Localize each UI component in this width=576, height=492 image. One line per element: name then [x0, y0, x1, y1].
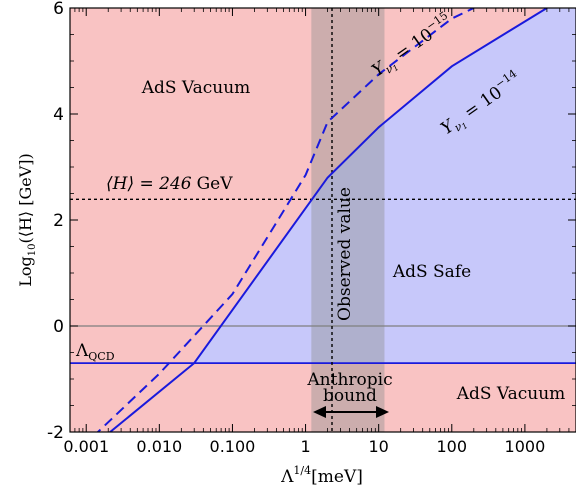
anthropic-band: [311, 8, 385, 432]
x-tick-label: 0.010: [136, 437, 182, 456]
observed-value-label: Observed value: [335, 187, 355, 321]
y-tick-label: 2: [53, 211, 64, 231]
ads-safe-region: [194, 8, 576, 364]
x-tick-label: 1: [300, 437, 310, 456]
ads-vacuum-top-label: AdS Vacuum: [141, 78, 251, 98]
ads-vacuum-bottom-label: AdS Vacuum: [456, 384, 566, 404]
y15-nu1: 1: [391, 63, 400, 73]
ticks: 0.001 0.010 0.100 1 10 100 1000 -2 0 2 4 6: [47, 0, 576, 456]
series-y14-line: [108, 8, 548, 432]
y-tick-label: 6: [53, 0, 64, 19]
x-axis-label-sup: 1/4: [293, 464, 311, 477]
lambda-qcd-label: ΛQCD: [75, 341, 115, 363]
x-tick-label: 0.001: [63, 437, 109, 456]
x-axis-label-pre: Λ: [280, 467, 294, 487]
y-axis-label-post: (⟨H⟩ [GeV]): [16, 153, 35, 243]
anthropic-arrow: [313, 406, 389, 418]
x-tick-label: 0.100: [210, 437, 256, 456]
ads-safe-label: AdS Safe: [392, 262, 471, 282]
y-axis-label: Log10(⟨H⟩ [GeV]): [16, 153, 38, 287]
higgs-vev-label: ⟨H⟩ = 246 GeV: [106, 174, 233, 194]
x-tick-label: 100: [437, 437, 468, 456]
higgs-vev-label-eq: ⟨H⟩ = 246: [106, 174, 192, 194]
x-tick-label: 10: [368, 437, 388, 456]
anthropic-label-line2: bound: [323, 386, 377, 406]
y-tick-label: 4: [53, 105, 64, 125]
anthropic-label-line1: Anthropic: [306, 370, 392, 390]
x-axis-label: Λ1/4[meV]: [280, 464, 363, 487]
y-tick-label: -2: [47, 423, 64, 443]
x-axis-label-post: [meV]: [311, 467, 363, 487]
y-axis-label-pre: Log: [16, 256, 35, 287]
y14-nu1: 1: [460, 121, 469, 131]
lambda-qcd-subscript: QCD: [88, 350, 114, 363]
y-axis-label-sub: 10: [27, 244, 38, 257]
lambda-qcd-symbol: Λ: [75, 341, 89, 361]
series-layer: [96, 8, 548, 432]
x-tick-label: 1000: [505, 437, 546, 456]
y-tick-label: 0: [53, 317, 64, 337]
higgs-vev-label-unit: GeV: [197, 174, 234, 194]
